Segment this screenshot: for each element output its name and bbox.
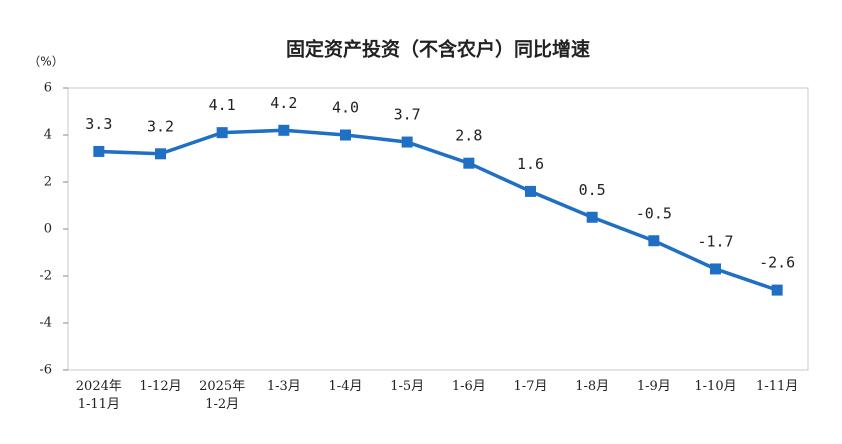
y-tick-label: -4 bbox=[39, 316, 52, 331]
value-label: -2.6 bbox=[759, 254, 795, 272]
marker bbox=[771, 284, 783, 296]
value-label: 4.0 bbox=[332, 99, 359, 117]
x-tick-label: 1-5月 bbox=[390, 379, 425, 394]
y-tick-label: -6 bbox=[39, 363, 52, 378]
value-label: -1.7 bbox=[697, 232, 733, 250]
y-tick-label: 6 bbox=[44, 81, 52, 96]
value-label: 4.2 bbox=[270, 94, 297, 112]
plot-frame bbox=[67, 87, 809, 371]
x-tick-label: 1-3月 bbox=[266, 379, 301, 394]
value-label: 2.8 bbox=[455, 127, 482, 145]
value-label: 0.5 bbox=[579, 181, 606, 199]
y-unit: （%） bbox=[28, 55, 63, 69]
y-tick-label: 0 bbox=[44, 222, 52, 237]
marker bbox=[401, 136, 413, 148]
value-label: 1.6 bbox=[517, 155, 544, 173]
x-tick-label: 1-9月 bbox=[636, 379, 671, 394]
value-label: 3.3 bbox=[85, 115, 112, 133]
x-tick-label: 1-11月 bbox=[756, 379, 799, 394]
marker bbox=[340, 129, 351, 141]
chart-title: 固定资产投资（不含农户）同比增速 bbox=[286, 38, 590, 61]
marker bbox=[463, 157, 475, 169]
marker bbox=[648, 235, 660, 247]
x-tick-label: 1-8月 bbox=[575, 379, 610, 394]
line bbox=[98, 128, 778, 292]
value-label: 4.1 bbox=[209, 96, 236, 114]
x-tick-label: 1-10月 bbox=[694, 379, 737, 394]
marker bbox=[710, 263, 721, 275]
marker bbox=[525, 185, 536, 197]
marker bbox=[93, 145, 105, 157]
x-tick-label: 1-4月 bbox=[328, 379, 363, 394]
y-tick-label: 2 bbox=[44, 175, 52, 190]
value-label: 3.2 bbox=[147, 117, 174, 135]
x-tick-label: 1-7月 bbox=[513, 379, 548, 394]
x-tick-label: 1-6月 bbox=[451, 379, 486, 394]
marker bbox=[155, 148, 166, 160]
marker bbox=[216, 127, 228, 139]
marker bbox=[586, 211, 598, 223]
x-tick-label: 2024年 1-11月 bbox=[75, 379, 122, 412]
marker bbox=[278, 124, 290, 136]
x-tick-label: 2025年 1-2月 bbox=[199, 379, 246, 412]
value-label: 3.7 bbox=[394, 106, 421, 124]
y-tick-label: 4 bbox=[44, 128, 52, 143]
y-tick-label: -2 bbox=[39, 269, 52, 284]
value-label: -0.5 bbox=[636, 204, 672, 222]
x-tick-label: 1-12月 bbox=[139, 379, 182, 394]
